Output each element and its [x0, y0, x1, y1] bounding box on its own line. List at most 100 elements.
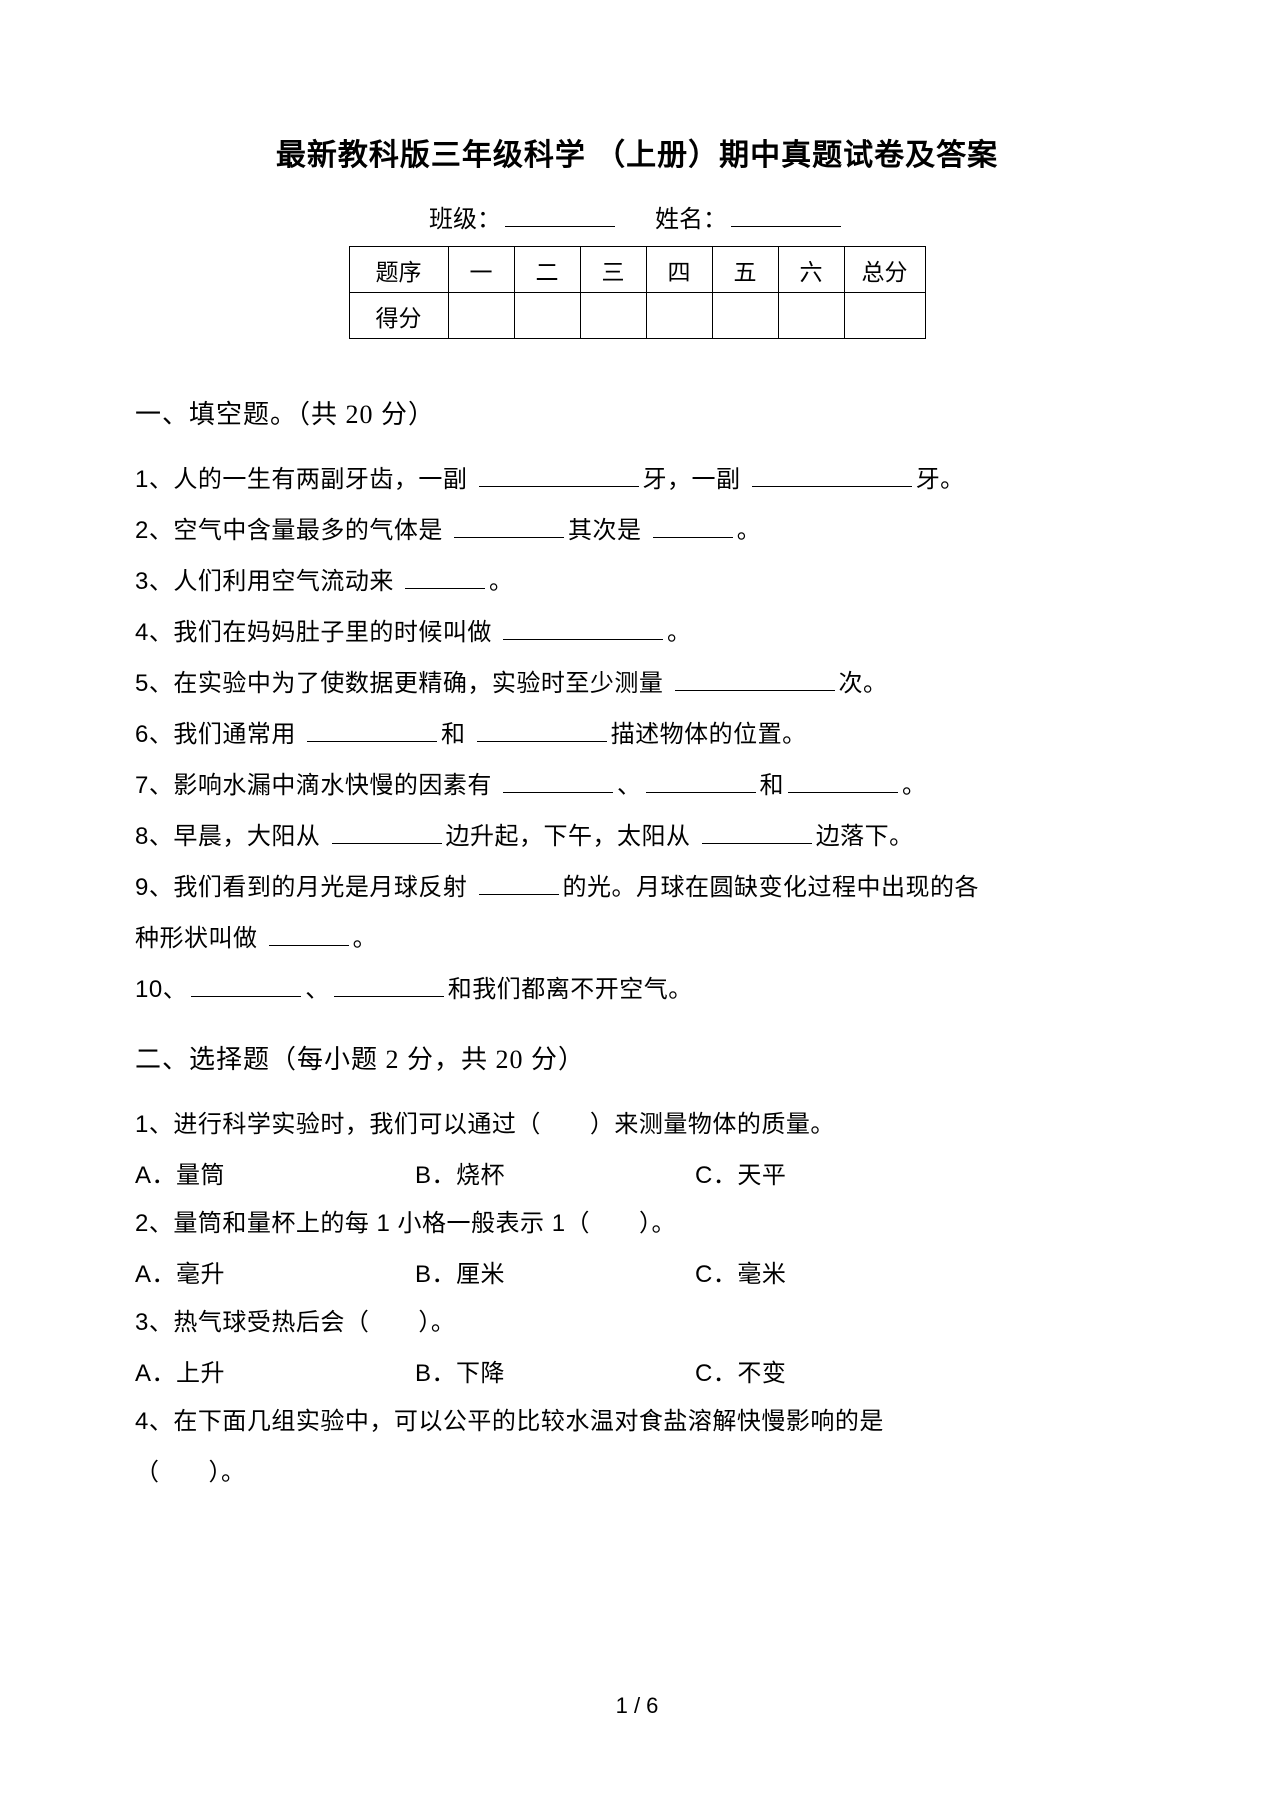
option-b[interactable]: B．下降 [415, 1350, 695, 1398]
blank[interactable] [675, 666, 835, 691]
s1-q3: 3、人们利用空气流动来 。 [135, 558, 1139, 606]
section2-header: 二、选择题（每小题 2 分，共 20 分） [135, 1039, 1139, 1076]
text: 次。 [839, 670, 888, 697]
s1-q10: 10、 、 和我们都离不开空气。 [135, 966, 1139, 1014]
text: 描述物体的位置。 [611, 721, 807, 748]
option-a[interactable]: A．毫升 [135, 1251, 415, 1299]
blank[interactable] [503, 615, 663, 640]
col-5: 五 [712, 247, 778, 293]
table-row: 得分 [349, 293, 925, 339]
text: 边落下。 [816, 823, 914, 850]
text: 9、我们看到的月光是月球反射 [135, 874, 475, 901]
text: 的光。月球在圆缺变化过程中出现的各 [563, 874, 980, 901]
option-c[interactable]: C．天平 [695, 1152, 975, 1200]
score-cell[interactable] [646, 293, 712, 339]
col-6: 六 [778, 247, 844, 293]
text: 。 [353, 925, 378, 952]
s1-q1: 1、人的一生有两副牙齿，一副 牙，一副 牙。 [135, 456, 1139, 504]
text: 和我们都离不开空气。 [448, 976, 693, 1003]
s2-q2-options: A．毫升B．厘米C．毫米 [135, 1251, 1139, 1299]
text: 、 [305, 976, 330, 1003]
text: 。 [667, 619, 692, 646]
exam-page: 最新教科版三年级科学 （上册）期中真题试卷及答案 班级： 姓名： 题序 一 二 … [0, 0, 1274, 1804]
text: 7、影响水漏中滴水快慢的因素有 [135, 772, 499, 799]
text: 6、我们通常用 [135, 721, 303, 748]
option-c[interactable]: C．毫米 [695, 1251, 975, 1299]
option-a[interactable]: A．上升 [135, 1350, 415, 1398]
blank[interactable] [477, 717, 607, 742]
text: 其次是 [568, 517, 649, 544]
blank[interactable] [334, 972, 444, 997]
col-4: 四 [646, 247, 712, 293]
text: 种形状叫做 [135, 925, 265, 952]
text: 1、人的一生有两副牙齿，一副 [135, 466, 475, 493]
text: 10、 [135, 976, 187, 1003]
text: 牙，一副 [643, 466, 748, 493]
text: 牙。 [916, 466, 965, 493]
s2-q3-options: A．上升B．下降C．不变 [135, 1350, 1139, 1398]
score-cell[interactable] [580, 293, 646, 339]
text: 2、空气中含量最多的气体是 [135, 517, 450, 544]
score-cell[interactable] [778, 293, 844, 339]
score-cell[interactable] [712, 293, 778, 339]
s2-q1: 1、进行科学实验时，我们可以通过（ ）来测量物体的质量。 [135, 1101, 1139, 1149]
text: 和 [760, 772, 785, 799]
score-cell[interactable] [844, 293, 925, 339]
col-3: 三 [580, 247, 646, 293]
blank[interactable] [702, 819, 812, 844]
score-cell[interactable] [448, 293, 514, 339]
blank[interactable] [788, 768, 898, 793]
score-cell[interactable] [514, 293, 580, 339]
s2-q1-options: A．量筒B．烧杯C．天平 [135, 1152, 1139, 1200]
section1-header: 一、填空题。（共 20 分） [135, 394, 1139, 431]
text: 4、我们在妈妈肚子里的时候叫做 [135, 619, 499, 646]
page-number: 1 / 6 [0, 1693, 1274, 1719]
s1-q4: 4、我们在妈妈肚子里的时候叫做 。 [135, 609, 1139, 657]
blank[interactable] [269, 921, 349, 946]
s2-q4-line1: 4、在下面几组实验中，可以公平的比较水温对食盐溶解快慢影响的是 [135, 1398, 1139, 1446]
col-1: 一 [448, 247, 514, 293]
text: 。 [489, 568, 514, 595]
blank[interactable] [503, 768, 613, 793]
class-blank[interactable] [505, 202, 615, 227]
s1-q6: 6、我们通常用 和 描述物体的位置。 [135, 711, 1139, 759]
blank[interactable] [405, 564, 485, 589]
class-label: 班级： [429, 207, 501, 233]
name-blank[interactable] [731, 202, 841, 227]
blank[interactable] [479, 870, 559, 895]
blank[interactable] [479, 462, 639, 487]
text: 和 [441, 721, 473, 748]
option-c[interactable]: C．不变 [695, 1350, 975, 1398]
blank[interactable] [191, 972, 301, 997]
option-b[interactable]: B．厘米 [415, 1251, 695, 1299]
table-row: 题序 一 二 三 四 五 六 总分 [349, 247, 925, 293]
row1-label: 题序 [349, 247, 448, 293]
text: 边升起，下午，太阳从 [446, 823, 698, 850]
text: 、 [617, 772, 642, 799]
blank[interactable] [454, 513, 564, 538]
s1-q2: 2、空气中含量最多的气体是 其次是 。 [135, 507, 1139, 555]
s2-q4-line2: （ ）。 [135, 1449, 1139, 1497]
s1-q5: 5、在实验中为了使数据更精确，实验时至少测量 次。 [135, 660, 1139, 708]
option-b[interactable]: B．烧杯 [415, 1152, 695, 1200]
row2-label: 得分 [349, 293, 448, 339]
blank[interactable] [752, 462, 912, 487]
col-2: 二 [514, 247, 580, 293]
text: 。 [737, 517, 762, 544]
s1-q9: 9、我们看到的月光是月球反射 的光。月球在圆缺变化过程中出现的各 [135, 864, 1139, 912]
exam-title: 最新教科版三年级科学 （上册）期中真题试卷及答案 [135, 130, 1139, 174]
blank[interactable] [646, 768, 756, 793]
text: 3、人们利用空气流动来 [135, 568, 401, 595]
s1-q9-cont: 种形状叫做 。 [135, 915, 1139, 963]
option-a[interactable]: A．量筒 [135, 1152, 415, 1200]
blank[interactable] [332, 819, 442, 844]
student-info-line: 班级： 姓名： [135, 199, 1139, 234]
s2-q2: 2、量筒和量杯上的每 1 小格一般表示 1（ ）。 [135, 1200, 1139, 1248]
blank[interactable] [653, 513, 733, 538]
text: 5、在实验中为了使数据更精确，实验时至少测量 [135, 670, 671, 697]
blank[interactable] [307, 717, 437, 742]
text: 8、早晨，大阳从 [135, 823, 328, 850]
s2-q3: 3、热气球受热后会（ ）。 [135, 1299, 1139, 1347]
s1-q7: 7、影响水漏中滴水快慢的因素有 、和。 [135, 762, 1139, 810]
score-table: 题序 一 二 三 四 五 六 总分 得分 [349, 246, 926, 339]
